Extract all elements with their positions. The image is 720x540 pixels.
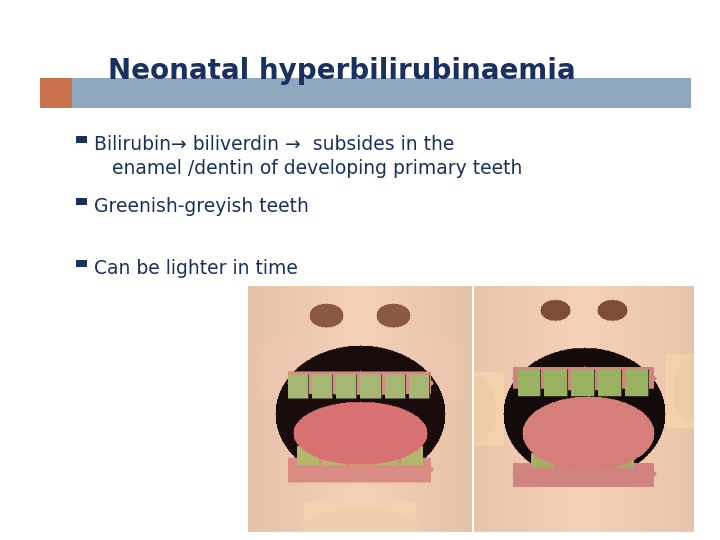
Text: Neonatal hyperbilirubinaemia: Neonatal hyperbilirubinaemia bbox=[108, 57, 575, 85]
Bar bbox=[76, 198, 87, 205]
Text: Bilirubin→ biliverdin →  subsides in the
   enamel /dentin of developing primary: Bilirubin→ biliverdin → subsides in the … bbox=[94, 135, 522, 178]
Bar bbox=[76, 260, 87, 267]
Bar bbox=[40, 78, 72, 108]
Text: Greenish-greyish teeth: Greenish-greyish teeth bbox=[94, 197, 308, 216]
Bar bbox=[72, 78, 691, 108]
Bar bbox=[76, 136, 87, 143]
Text: Can be lighter in time: Can be lighter in time bbox=[94, 259, 297, 278]
